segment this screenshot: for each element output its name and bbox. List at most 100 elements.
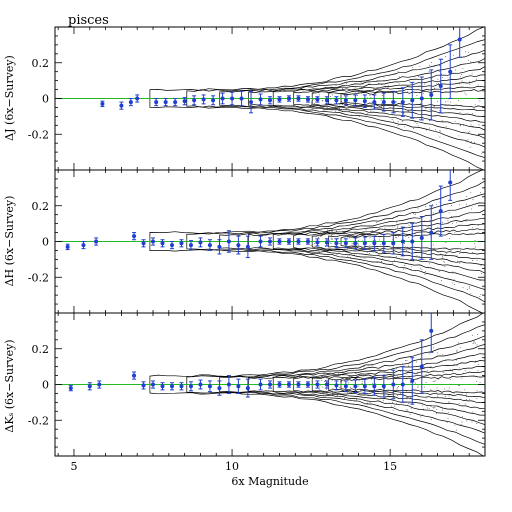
panel-ks-star-dot [312, 378, 314, 380]
panel-h-star-dot [369, 245, 371, 247]
panel-h-y-tick-label: -0.2 [28, 271, 49, 284]
panel-h-star-dot [376, 262, 378, 264]
panel-ks-star-dot [421, 414, 423, 416]
panel-h-star-dot [477, 225, 479, 227]
panel-h-star-dot [439, 253, 441, 255]
panel-h-star-dot [320, 236, 322, 237]
panel-h-star-dot [432, 212, 434, 214]
panel-j-star-dot [446, 91, 448, 93]
panel-ks-star-dot [425, 374, 427, 376]
panel-h-star-dot [393, 252, 395, 254]
panel-h-star-dot [344, 232, 346, 234]
panel-ks-star-dot [377, 404, 379, 406]
panel-h-star-dot [336, 253, 338, 255]
panel-h-star-dot [439, 201, 441, 203]
panel-j-star-dot [330, 104, 332, 106]
panel-h-star-dot [347, 255, 349, 257]
panel-h-point-26 [353, 241, 358, 246]
panel-j-star-dot [458, 100, 460, 102]
panel-h-star-dot [332, 252, 334, 254]
panel-ks-y-tick-label: -0.2 [28, 414, 49, 427]
panel-ks-star-dot [358, 378, 360, 380]
panel-h-contour-level-8 [340, 232, 485, 251]
panel-h-star-dot [424, 271, 426, 273]
panel-ks-star-dot [471, 334, 473, 336]
panel-j-point-31 [410, 98, 415, 103]
panel-ks-star-dot [476, 423, 478, 424]
panel-j-point-34 [438, 83, 443, 88]
panel-h-star-dot [373, 231, 375, 233]
panel-ks-star-dot [341, 393, 343, 395]
panel-h-star-dot [414, 213, 416, 215]
panel-h-star-dot [369, 237, 371, 239]
panel-ks-point-5 [151, 382, 156, 387]
panel-ks-star-dot [453, 392, 455, 394]
panel-j-star-dot [353, 106, 355, 108]
panel-h-star-dot [388, 256, 390, 258]
panel-j-point-7 [182, 99, 187, 104]
panel-j-star-dot [346, 102, 348, 104]
panel-j-star-dot [425, 129, 427, 131]
panel-h-point-7 [169, 243, 174, 248]
panel-ks-star-dot [405, 360, 406, 361]
panel-ks-star-dot [417, 385, 419, 387]
panel-h-star-dot [400, 223, 402, 225]
panel-h-star-dot [480, 294, 482, 296]
panel-h-star-dot [392, 226, 394, 228]
panel-j-star-dot [366, 113, 368, 115]
panel-ks-star-dot [456, 349, 458, 351]
panel-j-star-dot [419, 65, 421, 67]
panel-ks-star-dot [332, 387, 334, 389]
panel-ks-star-dot [400, 370, 402, 372]
panel-j-point-16 [268, 98, 272, 103]
panel-j-star-dot [395, 101, 397, 102]
panel-h-star-dot [432, 244, 434, 246]
panel-j-star-dot [409, 81, 411, 83]
panel-j-point-27 [372, 100, 377, 105]
panel-ks-star-dot [445, 359, 447, 361]
panel-j-star-dot [397, 124, 399, 126]
panel-ks-star-dot [444, 388, 445, 390]
panel-h-star-dot [474, 246, 476, 248]
panel-j-star-dot [338, 108, 339, 110]
panel-j-star-dot [471, 73, 473, 75]
panel-j-star-dot [467, 132, 469, 134]
panel-ks-star-dot [448, 387, 450, 389]
panel-h-star-dot [474, 219, 476, 221]
panel-ks-star-dot [332, 393, 334, 395]
panel-ks-star-dot [410, 382, 412, 384]
panel-j-star-dot [379, 90, 381, 92]
panel-j-point-6 [173, 100, 178, 105]
panel-h-star-dot [470, 191, 472, 193]
panel-h-star-dot [379, 239, 381, 241]
panel-ks-star-dot [392, 409, 394, 411]
panel-h-star-dot [365, 229, 367, 231]
panel-ks-star-dot [359, 369, 361, 371]
panel-j-point-18 [286, 96, 291, 101]
panel-ks-star-dot [476, 390, 478, 392]
panel-j-star-dot [349, 104, 351, 106]
panel-ks-star-dot [458, 403, 460, 404]
panel-j-contour-level-5 [293, 74, 485, 123]
panel-j-star-dot [471, 113, 473, 115]
panel-j-star-dot [412, 126, 414, 128]
panel-ks-star-dot [427, 407, 428, 409]
panel-h-star-dot [472, 199, 474, 200]
panel-j-point-24 [343, 98, 348, 103]
panel-ks-star-dot [368, 364, 370, 366]
panel-j-star-dot [467, 139, 469, 141]
panel-h-point-36 [448, 180, 453, 185]
panel-h-contour-level-3 [248, 202, 485, 281]
panel-h-star-dot [420, 267, 422, 269]
panel-h-star-dot [454, 232, 456, 234]
panel-j-star-dot [341, 101, 343, 102]
panel-j-point-3 [135, 96, 140, 101]
panel-h-star-dot [442, 257, 444, 259]
panel-j-star-dot [436, 82, 438, 84]
panel-h-point-17 [268, 239, 272, 244]
panel-ks-star-dot [364, 397, 366, 399]
panel-h-point-11 [207, 243, 212, 248]
panel-h-star-dot [442, 255, 443, 257]
panel-j-star-dot [360, 90, 362, 92]
panel-h-star-dot [375, 239, 377, 241]
